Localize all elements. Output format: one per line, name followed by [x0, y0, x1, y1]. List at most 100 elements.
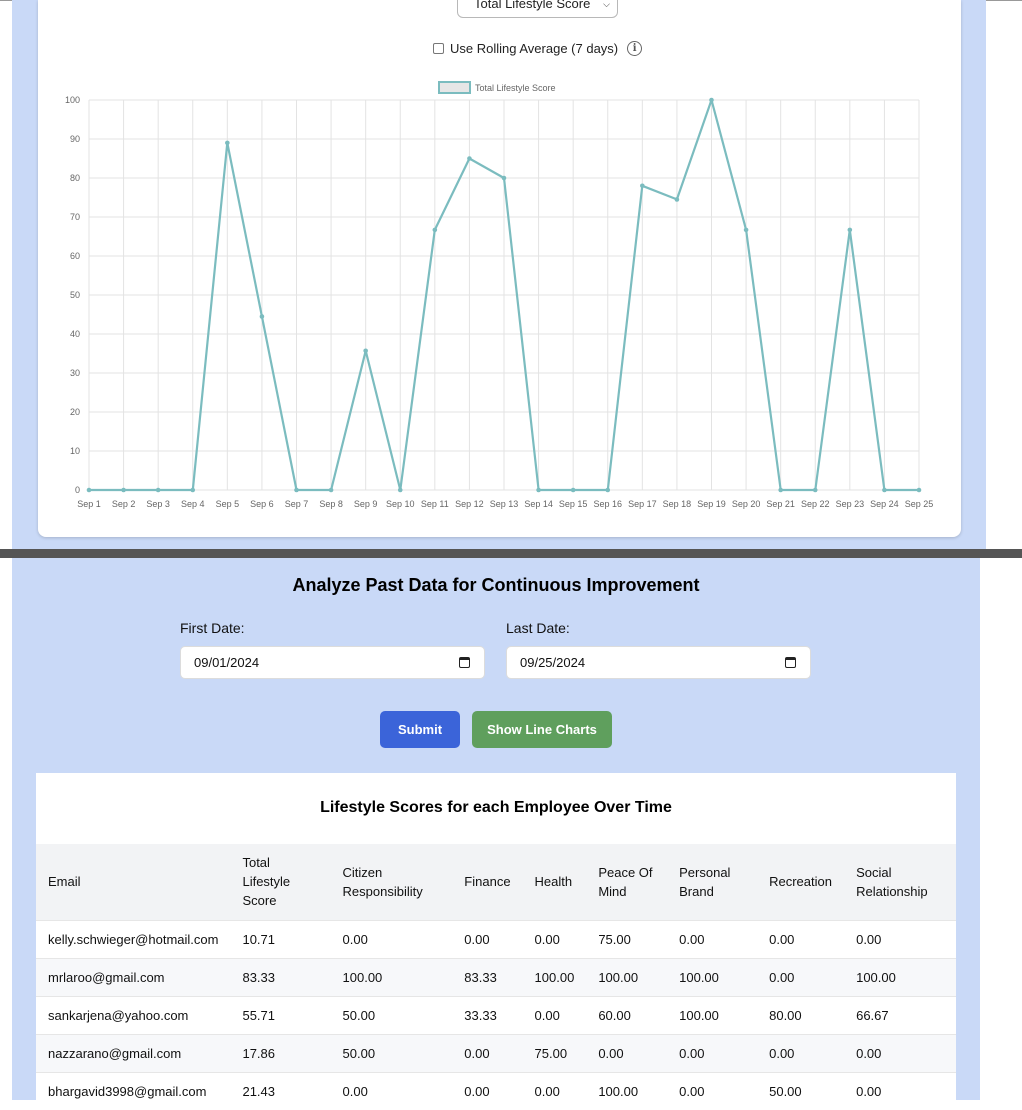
calendar-icon[interactable]	[785, 657, 796, 668]
y-tick-label: 60	[70, 251, 80, 261]
column-header-text: Score	[242, 893, 277, 909]
data-point	[328, 487, 334, 493]
line-chart: 0 10 20 30 40 50 60 70 80 90 100 Sep 1 Sep 2 Sep 3 Sep…	[65, 81, 934, 509]
score-cell: 100.00	[586, 957, 668, 996]
x-tick-label: Sep 15	[559, 499, 588, 509]
table-body: kelly.schwieger@hotmail.com 10.71 0.00 0.00…	[36, 919, 956, 1110]
scores-table: Email Total Lifestyle Score Citizen Responsib…	[36, 844, 956, 1110]
first-date-input[interactable]: 09/01/2024	[180, 646, 485, 679]
legend-label: Total Lifestyle Score	[475, 83, 556, 93]
column-header-text: Health	[534, 874, 573, 890]
data-point	[709, 97, 714, 103]
y-tick-label: 70	[70, 212, 80, 222]
column-header-text: Relationship	[856, 883, 928, 899]
score-cell: 100.00	[844, 957, 956, 996]
score-cell: 0.00	[667, 1071, 758, 1110]
data-point	[743, 227, 749, 233]
score-cell: 100.00	[522, 957, 587, 996]
submit-button[interactable]: Submit	[380, 711, 460, 748]
table-row: nazzarano@gmail.com 17.86 50.00 0.00 75.00 0.…	[36, 1033, 956, 1072]
x-tick-label: Sep 4	[181, 499, 205, 509]
y-tick-label: 80	[70, 173, 80, 183]
table-row: kelly.schwieger@hotmail.com 10.71 0.00 0.00…	[36, 919, 956, 958]
score-cell: 0.00	[330, 1071, 453, 1110]
x-tick-label: Sep 12	[455, 499, 484, 509]
score-cell: 33.33	[452, 995, 523, 1034]
score-cell: 0.00	[844, 919, 956, 958]
score-cell: 17.86	[230, 1033, 331, 1072]
x-tick-label: Sep 5	[216, 499, 240, 509]
chevron-down-icon: ⌵	[603, 0, 610, 9]
score-cell: 0.00	[844, 1033, 956, 1072]
metric-select[interactable]: Total Lifestyle Score ⌵	[457, 0, 618, 18]
column-header: Citizen Responsibility	[331, 844, 453, 920]
score-cell: 83.33	[452, 957, 523, 996]
x-tick-label: Sep 6	[250, 499, 274, 509]
data-point	[225, 140, 230, 146]
y-tick-label: 40	[70, 329, 80, 339]
analysis-title: Analyze Past Data for Continuous Improve…	[292, 575, 700, 595]
score-cell: 100.00	[667, 957, 758, 996]
first-date-label: First Date:	[180, 620, 245, 636]
column-header-text: Citizen	[342, 864, 383, 880]
score-cell: 0.00	[757, 919, 845, 958]
score-cell: 100.00	[330, 957, 453, 996]
column-header-text: Finance	[464, 874, 511, 890]
chart-grid	[88, 99, 920, 491]
data-point	[570, 487, 576, 493]
x-tick-label: Sep 23	[836, 499, 865, 509]
last-date-input[interactable]: 09/25/2024	[506, 646, 811, 679]
x-tick-label: Sep 8	[319, 499, 343, 509]
calendar-icon[interactable]	[459, 657, 470, 668]
score-cell: 55.71	[230, 995, 331, 1034]
chart-legend: Total Lifestyle Score	[438, 81, 556, 94]
score-cell: 100.00	[586, 1071, 668, 1110]
data-point	[86, 487, 92, 493]
data-point	[812, 487, 818, 493]
table-row: sankarjena@yahoo.com 55.71 50.00 33.33 0.00 6…	[36, 995, 956, 1034]
score-cell: 0.00	[452, 1033, 523, 1072]
score-cell: 75.00	[522, 1033, 587, 1072]
show-line-charts-button[interactable]: Show Line Charts	[472, 711, 612, 748]
chart-card: Total Lifestyle Score ⌵ Use Rolling Aver…	[38, 0, 961, 537]
rolling-average-checkbox[interactable]	[433, 42, 444, 54]
x-tick-label: Sep 14	[524, 499, 553, 509]
data-point	[640, 183, 645, 189]
score-cell: 0.00	[330, 919, 453, 958]
column-header-text: Mind	[598, 883, 627, 899]
score-cell: 50.00	[330, 995, 453, 1034]
email-cell: kelly.schwieger@hotmail.com	[36, 919, 231, 958]
x-tick-label: Sep 9	[354, 499, 378, 509]
score-cell: 0.00	[522, 919, 587, 958]
score-cell: 0.00	[667, 1033, 758, 1072]
data-point	[916, 487, 922, 493]
x-tick-label: Sep 25	[905, 499, 934, 509]
x-tick-label: Sep 10	[386, 499, 415, 509]
scores-table-card: Lifestyle Scores for each Employee Over …	[36, 773, 956, 1110]
x-tick-label: Sep 11	[421, 499, 449, 509]
legend-swatch	[438, 81, 471, 94]
data-point	[501, 175, 507, 181]
x-tick-label: Sep 17	[628, 499, 657, 509]
data-point	[397, 487, 403, 493]
y-tick-label: 0	[75, 485, 80, 495]
first-date-value: 09/01/2024	[194, 655, 260, 670]
column-header: Personal Brand	[667, 844, 757, 920]
y-tick-label: 20	[70, 407, 80, 417]
info-icon[interactable]: i	[627, 40, 643, 56]
rolling-average-row: Use Rolling Average (7 days) i	[433, 38, 643, 58]
score-cell: 0.00	[452, 1071, 523, 1110]
column-header-text: Social	[856, 864, 892, 880]
section-divider	[0, 549, 1022, 558]
score-cell: 0.00	[522, 1071, 587, 1110]
column-header: Social Relationship	[844, 844, 956, 920]
y-tick-label: 90	[70, 134, 80, 144]
rolling-average-label[interactable]: Use Rolling Average (7 days)	[450, 40, 619, 56]
column-header-text: Responsibility	[342, 883, 423, 899]
table-row: mrlaroo@gmail.com 83.33 100.00 83.33 100.00 1…	[36, 957, 956, 996]
last-date-value: 09/25/2024	[520, 655, 586, 670]
score-cell: 75.00	[586, 919, 668, 958]
score-cell: 100.00	[667, 995, 758, 1034]
y-tick-label: 10	[70, 446, 80, 456]
score-cell: 50.00	[757, 1071, 845, 1110]
